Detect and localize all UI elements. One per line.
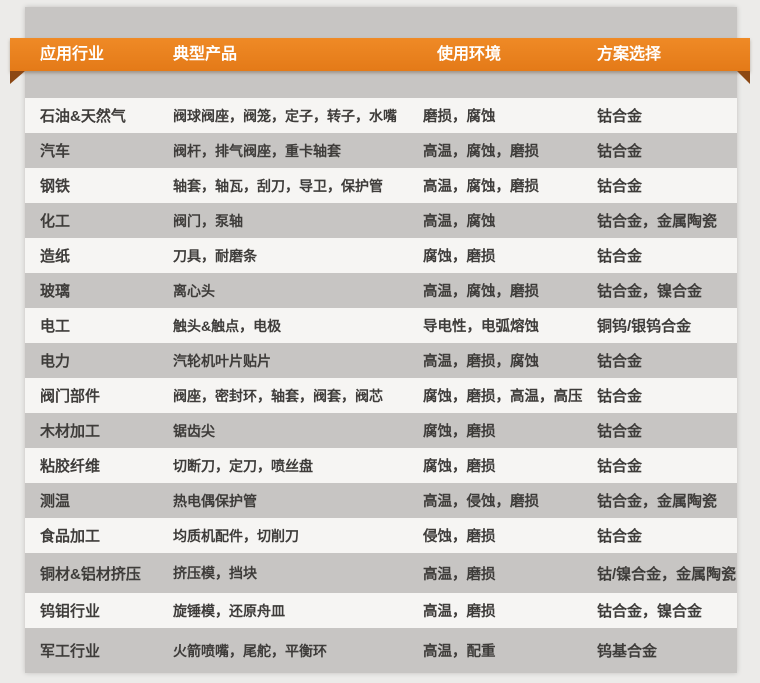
solution-cell: 钴合金 (597, 143, 643, 160)
table-row: 军工行业 火箭喷嘴，尾舵，平衡环 高温，配重 钨基合金 (25, 628, 737, 673)
solution-cell: 钴合金，镍合金 (597, 283, 703, 300)
applications-table: 石油&天然气 阀球阀座，阀笼，定子，转子，水嘴 磨损，腐蚀 钴合金 汽车 阀杆，… (25, 98, 737, 673)
solution-cell: 钴合金 (597, 248, 643, 265)
table-row: 测温 热电偶保护管 高温，侵蚀，磨损 钴合金，金属陶瓷 (25, 483, 737, 518)
products-cell: 离心头 (173, 282, 215, 299)
industry-cell: 钢铁 (40, 178, 71, 195)
solution-cell: 钴合金 (597, 178, 643, 195)
ribbon-fold-left (10, 71, 25, 84)
solution-cell: 钴/镍合金，金属陶瓷 (597, 565, 737, 583)
column-header-products: 典型产品 (173, 46, 238, 63)
solution-cell: 钨基合金 (597, 643, 658, 660)
products-cell: 火箭喷嘴，尾舵，平衡环 (173, 642, 327, 659)
industry-cell: 军工行业 (40, 643, 101, 660)
products-cell: 触头&触点，电极 (173, 317, 282, 334)
environment-cell: 腐蚀，磨损，高温，高压 (423, 389, 583, 405)
environment-cell: 腐蚀，磨损 (423, 424, 496, 440)
environment-cell: 高温，侵蚀，磨损 (423, 494, 539, 510)
products-cell: 刀具，耐磨条 (173, 247, 257, 264)
products-cell: 阀门，泵轴 (173, 212, 243, 229)
industry-cell: 汽车 (40, 143, 71, 160)
table-row: 粘胶纤维 切断刀，定刀，喷丝盘 腐蚀，磨损 钴合金 (25, 448, 737, 483)
solution-cell: 钴合金，镍合金 (597, 603, 703, 620)
products-cell: 轴套，轴瓦，刮刀，导卫，保护管 (173, 177, 383, 194)
industry-cell: 食品加工 (40, 528, 101, 545)
environment-cell: 腐蚀，磨损 (423, 249, 496, 265)
products-cell: 汽轮机叶片贴片 (173, 352, 271, 369)
industry-cell: 电工 (40, 318, 71, 335)
environment-cell: 高温，配重 (423, 644, 496, 660)
table-row: 造纸 刀具，耐磨条 腐蚀，磨损 钴合金 (25, 238, 737, 273)
industry-cell: 测温 (40, 493, 71, 510)
table-row: 石油&天然气 阀球阀座，阀笼，定子，转子，水嘴 磨损，腐蚀 钴合金 (25, 98, 737, 133)
table-row: 食品加工 均质机配件，切削刀 侵蚀，磨损 钴合金 (25, 518, 737, 553)
environment-cell: 高温，腐蚀，磨损 (423, 179, 539, 195)
products-cell: 阀杆，排气阀座，重卡轴套 (173, 142, 341, 159)
solution-cell: 钴合金 (597, 458, 643, 475)
column-header-industry: 应用行业 (40, 46, 105, 63)
solution-cell: 钴合金 (597, 353, 643, 370)
industry-cell: 造纸 (40, 248, 71, 265)
industry-cell: 钨钼行业 (40, 603, 101, 620)
solution-cell: 钴合金，金属陶瓷 (597, 213, 718, 230)
table-row: 阀门部件 阀座，密封环，轴套，阀套，阀芯 腐蚀，磨损，高温，高压 钴合金 (25, 378, 737, 413)
industry-cell: 阀门部件 (40, 388, 101, 405)
table-row: 电力 汽轮机叶片贴片 高温，磨损，腐蚀 钴合金 (25, 343, 737, 378)
table-panel: 石油&天然气 阀球阀座，阀笼，定子，转子，水嘴 磨损，腐蚀 钴合金 汽车 阀杆，… (25, 7, 737, 673)
environment-cell: 高温，腐蚀，磨损 (423, 284, 539, 300)
table-row: 钨钼行业 旋锤模，还原舟皿 高温，磨损 钴合金，镍合金 (25, 593, 737, 628)
table-row: 玻璃 离心头 高温，腐蚀，磨损 钴合金，镍合金 (25, 273, 737, 308)
products-cell: 均质机配件，切削刀 (173, 527, 299, 544)
header-ribbon: 应用行业 典型产品 使用环境 方案选择 (10, 38, 750, 84)
products-cell: 阀座，密封环，轴套，阀套，阀芯 (173, 387, 383, 404)
products-cell: 阀球阀座，阀笼，定子，转子，水嘴 (173, 107, 397, 124)
solution-cell: 钴合金 (597, 423, 643, 440)
table-row: 钢铁 轴套，轴瓦，刮刀，导卫，保护管 高温，腐蚀，磨损 钴合金 (25, 168, 737, 203)
ribbon-fold-right (737, 71, 750, 84)
products-cell: 热电偶保护管 (173, 492, 257, 509)
products-cell: 切断刀，定刀，喷丝盘 (173, 457, 313, 474)
environment-cell: 高温，磨损 (423, 566, 496, 583)
environment-cell: 腐蚀，磨损 (423, 459, 496, 475)
table-row: 电工 触头&触点，电极 导电性，电弧熔蚀 铜钨/银钨合金 (25, 308, 737, 343)
table-row: 铜材&铝材挤压 挤压模，挡块 高温，磨损 钴/镍合金，金属陶瓷 (25, 553, 737, 593)
solution-cell: 钴合金 (597, 108, 643, 125)
solution-cell: 铜钨/银钨合金 (597, 318, 692, 335)
industry-cell: 玻璃 (40, 283, 71, 300)
environment-cell: 高温，腐蚀 (423, 214, 496, 230)
table-row: 化工 阀门，泵轴 高温，腐蚀 钴合金，金属陶瓷 (25, 203, 737, 238)
products-cell: 锯齿尖 (173, 422, 215, 439)
products-cell: 旋锤模，还原舟皿 (173, 602, 285, 619)
environment-cell: 磨损，腐蚀 (423, 109, 496, 125)
environment-cell: 侵蚀，磨损 (423, 529, 496, 545)
industry-cell: 电力 (40, 353, 71, 370)
table-row: 木材加工 锯齿尖 腐蚀，磨损 钴合金 (25, 413, 737, 448)
products-cell: 挤压模，挡块 (173, 565, 257, 581)
solution-cell: 钴合金，金属陶瓷 (597, 493, 718, 510)
environment-cell: 高温，磨损 (423, 604, 496, 620)
solution-cell: 钴合金 (597, 388, 643, 405)
industry-cell: 化工 (40, 213, 71, 230)
environment-cell: 导电性，电弧熔蚀 (423, 319, 539, 335)
environment-cell: 高温，磨损，腐蚀 (423, 354, 539, 370)
solution-cell: 钴合金 (597, 528, 643, 545)
industry-cell: 粘胶纤维 (40, 458, 101, 475)
column-header-environment: 使用环境 (437, 46, 502, 63)
column-header-solution: 方案选择 (597, 46, 662, 63)
industry-cell: 石油&天然气 (40, 108, 126, 125)
table-row: 汽车 阀杆，排气阀座，重卡轴套 高温，腐蚀，磨损 钴合金 (25, 133, 737, 168)
industry-cell: 木材加工 (40, 423, 101, 440)
industry-cell: 铜材&铝材挤压 (40, 565, 141, 583)
environment-cell: 高温，腐蚀，磨损 (423, 144, 539, 160)
